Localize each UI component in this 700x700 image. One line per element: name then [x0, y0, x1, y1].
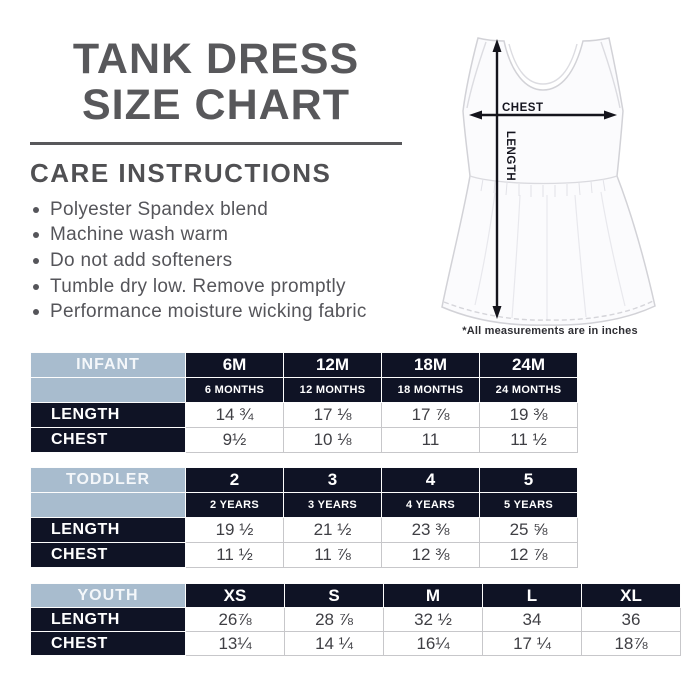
size-code-cell: 18M: [381, 352, 480, 378]
value-cell: 12 ⅞: [479, 542, 578, 568]
row-label-cell: CHEST: [30, 427, 186, 453]
care-instructions-list: Polyester Spandex blend Machine wash war…: [33, 197, 367, 325]
title-underline: [30, 142, 402, 145]
size-code-cell: XL: [581, 583, 681, 608]
group-header-cell: YOUTH: [30, 583, 186, 608]
size-code-cell: 3: [283, 467, 382, 493]
value-cell: 11 ½: [185, 542, 284, 568]
chest-label: CHEST: [502, 102, 543, 114]
value-cell: 26⅞: [185, 607, 285, 632]
measurements-note: *All measurements are in inches: [462, 325, 638, 337]
value-cell: 25 ⅝: [479, 517, 578, 543]
value-cell: 11: [381, 427, 480, 453]
bullet-icon: [33, 232, 39, 239]
value-cell: 28 ⅞: [284, 607, 384, 632]
bullet-icon: [33, 257, 39, 264]
group-spacer-cell: [30, 377, 186, 403]
value-cell: 17 ⅞: [381, 402, 480, 428]
page-title: TANK DRESS SIZE CHART: [30, 36, 402, 128]
value-cell: 11 ½: [479, 427, 578, 453]
value-cell: 19 ½: [185, 517, 284, 543]
value-cell: 10 ⅛: [283, 427, 382, 453]
skirt-fold-lines: [474, 191, 626, 321]
size-sub-cell: 18 MONTHS: [381, 377, 480, 403]
care-item-text: Polyester Spandex blend: [50, 198, 269, 220]
value-cell: 16¼: [383, 631, 483, 656]
left-armhole-line: [466, 41, 487, 109]
bullet-icon: [33, 283, 39, 290]
value-cell: 32 ½: [383, 607, 483, 632]
neckband-line: [508, 43, 578, 85]
value-cell: 9½: [185, 427, 284, 453]
group-header-cell: INFANT: [30, 352, 186, 378]
value-cell: 21 ½: [283, 517, 382, 543]
size-code-cell: M: [383, 583, 483, 608]
care-item: Tumble dry low. Remove promptly: [33, 274, 367, 300]
hem-band-line: [443, 300, 654, 321]
value-cell: 34: [482, 607, 582, 632]
size-sub-cell: 2 YEARS: [185, 492, 284, 518]
care-item: Machine wash warm: [33, 223, 367, 249]
value-cell: 14 ¾: [185, 402, 284, 428]
page-title-line1: TANK DRESS: [72, 35, 360, 83]
row-label-cell: CHEST: [30, 631, 186, 656]
dress-illustration: CHEST LENGTH: [441, 37, 656, 326]
size-code-cell: L: [482, 583, 582, 608]
size-sub-cell: 12 MONTHS: [283, 377, 382, 403]
care-item-text: Do not add softeners: [50, 249, 233, 271]
care-item-text: Tumble dry low. Remove promptly: [50, 275, 346, 297]
size-table-youth: YOUTH XS S M L XL LENGTH 26⅞ 28 ⅞ 32 ½ 3…: [30, 583, 681, 656]
row-label-cell: CHEST: [30, 542, 186, 568]
value-cell: 12 ⅜: [381, 542, 480, 568]
row-label-cell: LENGTH: [30, 402, 186, 428]
value-cell: 13¼: [185, 631, 285, 656]
size-code-cell: 6M: [185, 352, 284, 378]
bullet-icon: [33, 309, 39, 316]
size-sub-cell: 4 YEARS: [381, 492, 480, 518]
care-item: Performance moisture wicking fabric: [33, 299, 367, 325]
dress-silhouette: [441, 37, 656, 326]
length-arrow: [492, 39, 502, 319]
value-cell: 17 ¼: [482, 631, 582, 656]
bullet-icon: [33, 206, 39, 213]
size-code-cell: XS: [185, 583, 285, 608]
size-table-toddler: TODDLER 2 3 4 5 2 YEARS 3 YEARS 4 YEARS …: [30, 467, 578, 568]
care-item: Polyester Spandex blend: [33, 197, 367, 223]
value-cell: 36: [581, 607, 681, 632]
page-title-line2: SIZE CHART: [82, 81, 350, 129]
size-sub-cell: 3 YEARS: [283, 492, 382, 518]
value-cell: 17 ⅛: [283, 402, 382, 428]
size-code-cell: 4: [381, 467, 480, 493]
value-cell: 11 ⅞: [283, 542, 382, 568]
value-cell: 19 ⅜: [479, 402, 578, 428]
row-label-cell: LENGTH: [30, 517, 186, 543]
size-sub-cell: 5 YEARS: [479, 492, 578, 518]
value-cell: 14 ¼: [284, 631, 384, 656]
size-code-cell: 24M: [479, 352, 578, 378]
chest-arrow: [469, 110, 617, 120]
care-instructions-heading: CARE INSTRUCTIONS: [30, 158, 332, 188]
group-spacer-cell: [30, 492, 186, 518]
right-armhole-line: [600, 41, 621, 109]
size-code-cell: 5: [479, 467, 578, 493]
size-sub-cell: 6 MONTHS: [185, 377, 284, 403]
dress-figure: CHEST LENGTH: [425, 25, 675, 340]
size-table-infant: INFANT 6M 12M 18M 24M 6 MONTHS 12 MONTHS…: [30, 352, 578, 453]
gather-lines: [480, 178, 606, 197]
size-code-cell: 12M: [283, 352, 382, 378]
care-item-text: Performance moisture wicking fabric: [50, 301, 367, 323]
size-code-cell: S: [284, 583, 384, 608]
value-cell: 23 ⅜: [381, 517, 480, 543]
group-header-cell: TODDLER: [30, 467, 186, 493]
length-label: LENGTH: [504, 131, 516, 181]
care-item: Do not add softeners: [33, 248, 367, 274]
size-sub-cell: 24 MONTHS: [479, 377, 578, 403]
size-code-cell: 2: [185, 467, 284, 493]
row-label-cell: LENGTH: [30, 607, 186, 632]
value-cell: 18⅞: [581, 631, 681, 656]
care-item-text: Machine wash warm: [50, 224, 229, 246]
